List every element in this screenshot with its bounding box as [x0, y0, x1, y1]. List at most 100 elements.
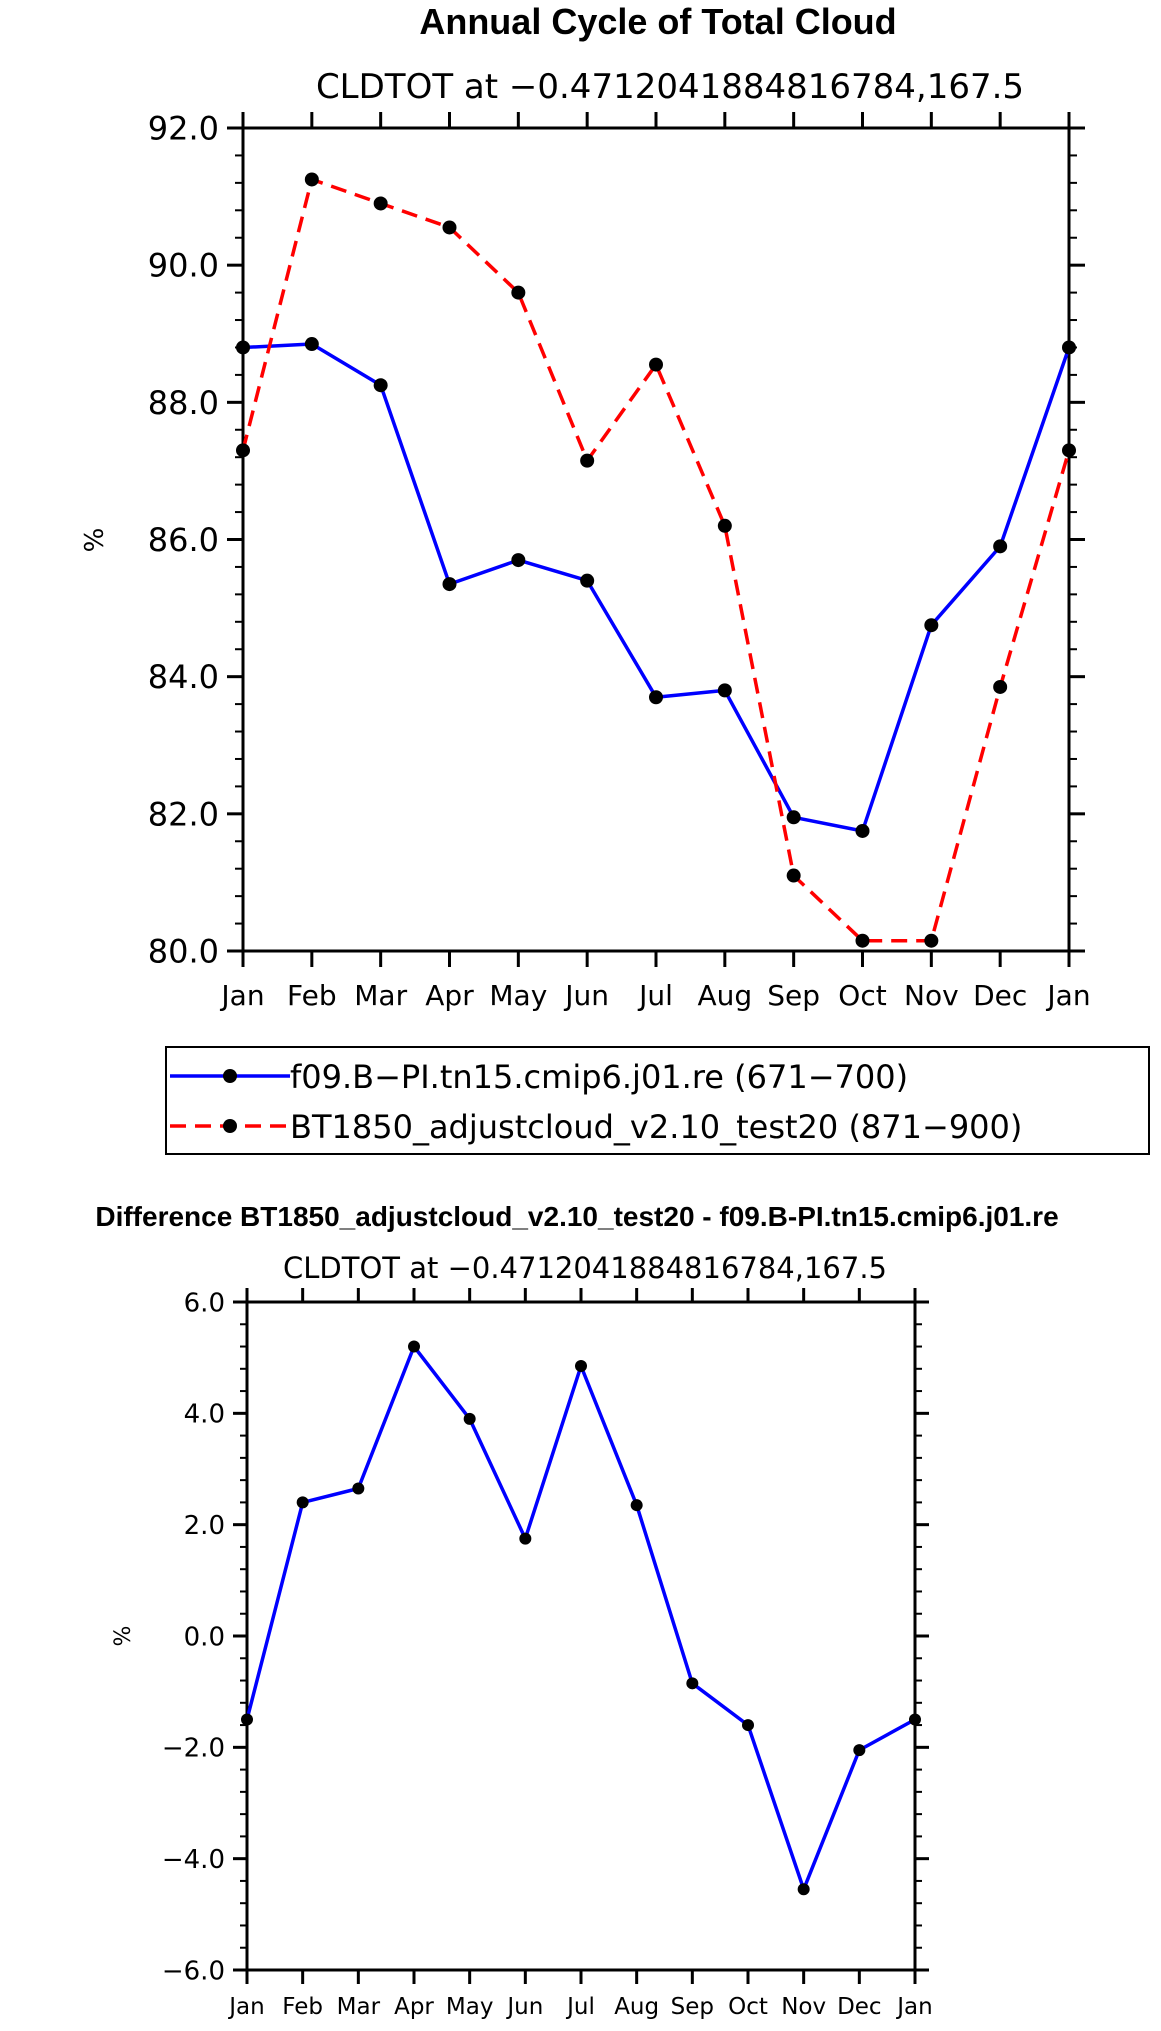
x-tick-label: Oct — [838, 979, 886, 1012]
bottom-chart-series — [241, 1340, 921, 1896]
x-tick-label: Mar — [337, 1994, 381, 2020]
series-1-point — [241, 1713, 253, 1726]
series-1-point — [717, 683, 732, 698]
legend-marker-series-1 — [223, 1069, 237, 1083]
top-chart: Annual Cycle of Total Cloud CLDTOT at −0… — [80, 1, 1150, 1155]
top-chart-x-tick-labels: Jan Feb Mar Apr May Jun Jul Aug Sep Oct Nov Dec Jan — [219, 979, 1090, 1012]
series-1-point — [352, 1482, 365, 1495]
top-chart-ticks — [227, 112, 1085, 967]
series-1-point — [855, 823, 870, 838]
series-1-point — [373, 378, 388, 393]
x-tick-label: Jan — [1045, 979, 1090, 1012]
x-tick-label: Apr — [425, 979, 474, 1012]
series-line-2 — [241, 177, 1071, 943]
series-1-point — [236, 340, 250, 355]
y-tick-label: 86.0 — [148, 521, 219, 559]
series-2-point — [786, 868, 801, 883]
y-tick-label: 88.0 — [148, 384, 219, 422]
series-1-point — [304, 337, 319, 352]
bottom-chart-frame — [245, 1300, 917, 1972]
x-tick-label: Nov — [904, 979, 959, 1012]
series-1-point — [924, 618, 939, 633]
series-1-point — [463, 1412, 476, 1425]
series-2-point — [373, 196, 388, 211]
x-tick-label: Jun — [505, 1994, 543, 2020]
x-tick-label: Jan — [219, 979, 264, 1012]
x-tick-label: Nov — [781, 1994, 826, 2020]
x-tick-label: Feb — [282, 1994, 323, 2020]
series-1-point — [442, 577, 457, 592]
y-tick-label: 0.0 — [184, 1622, 225, 1652]
y-tick-label: 82.0 — [148, 795, 219, 833]
series-2-point — [304, 172, 319, 187]
x-tick-label: Sep — [767, 979, 820, 1012]
bottom-chart-subtitle: CLDTOT at −0.4712041884816784,167.5 — [283, 1251, 887, 1285]
top-chart-subtitle: CLDTOT at −0.4712041884816784,167.5 — [316, 67, 1024, 107]
series-2-point — [717, 518, 732, 533]
series-2-point — [993, 679, 1008, 694]
bottom-chart-ticks — [233, 1288, 929, 1984]
series-2-point — [442, 220, 457, 235]
bottom-chart-x-tick-labels: Jan Feb Mar Apr May Jun Jul Aug Sep Oct Nov Dec Jan — [227, 1994, 932, 2020]
bottom-chart: Difference BT1850_adjustcloud_v2.10_test… — [95, 1201, 1058, 2020]
legend-marker-series-2 — [223, 1119, 237, 1133]
bottom-chart-y-tick-labels: −6.0 −4.0 −2.0 0.0 2.0 4.0 6.0 — [162, 1288, 225, 1986]
bottom-chart-title: Difference BT1850_adjustcloud_v2.10_test… — [95, 1201, 1058, 1232]
series-1-point — [580, 573, 595, 588]
top-chart-y-tick-labels: 80.0 82.0 84.0 86.0 88.0 90.0 92.0 — [148, 110, 219, 971]
top-chart-series — [236, 172, 1076, 948]
x-tick-label: Jan — [895, 1994, 932, 2020]
y-tick-label: 2.0 — [184, 1511, 225, 1541]
x-tick-label: Dec — [973, 979, 1027, 1012]
x-tick-label: Jan — [227, 1994, 264, 2020]
top-chart-legend: f09.B−PI.tn15.cmip6.j01.re (671−700) BT1… — [165, 1046, 1150, 1155]
top-chart-ylabel: % — [80, 528, 110, 553]
x-tick-label: Oct — [728, 1994, 768, 2020]
series-2-point — [649, 357, 663, 372]
x-tick-label: Jul — [565, 1994, 595, 2020]
y-tick-label: 90.0 — [148, 247, 219, 285]
y-tick-label: 4.0 — [184, 1400, 225, 1430]
y-tick-label: −4.0 — [162, 1845, 225, 1875]
series-1-point — [686, 1677, 699, 1690]
y-tick-label: −6.0 — [162, 1956, 225, 1986]
series-1-point — [575, 1360, 587, 1373]
y-tick-label: −2.0 — [162, 1734, 225, 1764]
x-tick-label: Dec — [837, 1994, 882, 2020]
x-tick-label: Mar — [354, 979, 407, 1012]
series-1-point — [993, 539, 1008, 554]
top-chart-frame — [241, 126, 1071, 953]
series-2-point — [924, 933, 939, 948]
series-1-point — [630, 1499, 643, 1512]
x-tick-label: Feb — [287, 979, 337, 1012]
series-2-point — [580, 453, 595, 468]
y-tick-label: 92.0 — [148, 110, 219, 148]
series-2-point — [511, 285, 526, 300]
series-line-1 — [245, 1344, 916, 1892]
series-1-point — [797, 1883, 810, 1896]
x-tick-label: Sep — [671, 1994, 714, 2020]
series-1-point — [408, 1340, 420, 1353]
y-tick-label: 80.0 — [148, 933, 219, 971]
legend-label-series-2: BT1850_adjustcloud_v2.10_test20 (871−900… — [290, 1108, 1022, 1146]
x-tick-label: Jul — [637, 979, 673, 1012]
series-1-point — [519, 1532, 532, 1545]
x-tick-label: May — [489, 979, 547, 1012]
series-line-1 — [242, 342, 1071, 833]
series-1-point — [786, 810, 801, 825]
series-2-point — [855, 933, 870, 948]
legend-label-series-1: f09.B−PI.tn15.cmip6.j01.re (671−700) — [290, 1058, 908, 1096]
series-2-point — [236, 443, 250, 458]
series-1-point — [853, 1744, 866, 1757]
x-tick-label: Aug — [614, 1994, 659, 2020]
series-1-point — [649, 690, 663, 705]
series-1-point — [909, 1713, 921, 1726]
y-tick-label: 6.0 — [184, 1288, 225, 1318]
x-tick-label: Jun — [563, 979, 609, 1012]
series-1-point — [511, 553, 526, 568]
series-1-point — [296, 1496, 309, 1509]
bottom-chart-ylabel: % — [111, 1626, 136, 1647]
y-tick-label: 84.0 — [148, 658, 219, 696]
top-chart-title: Annual Cycle of Total Cloud — [419, 1, 896, 42]
